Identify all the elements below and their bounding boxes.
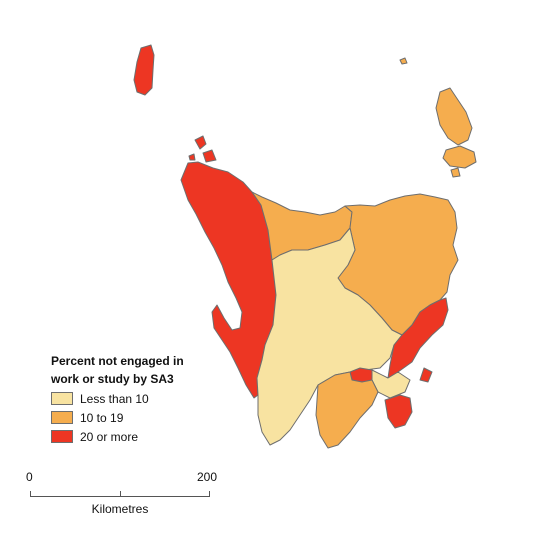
legend-swatch-less-than-10 (51, 392, 73, 405)
legend: Percent not engaged in work or study by … (51, 352, 251, 445)
legend-item: 20 or more (51, 428, 251, 445)
region-flinders-island (435, 87, 473, 146)
region-huon (315, 371, 379, 449)
region-islet-ne-2 (399, 57, 408, 65)
scale-tick-label-start: 0 (26, 470, 33, 484)
scale-unit-label: Kilometres (91, 502, 149, 516)
legend-item: Less than 10 (51, 390, 251, 407)
legend-swatch-20-or-more (51, 430, 73, 443)
legend-label: Less than 10 (80, 391, 149, 406)
region-tasman-peninsula (419, 367, 433, 383)
scale-bar: 0 200 Kilometres (20, 470, 230, 520)
scale-tick-label-end: 200 (197, 470, 218, 484)
legend-title-line2: work or study by SA3 (51, 372, 174, 386)
legend-title-line1: Percent not engaged in (51, 354, 184, 368)
region-islet-ne (450, 167, 461, 178)
legend-label: 20 or more (80, 429, 139, 444)
legend-label: 10 to 19 (80, 410, 124, 425)
region-nw-islet-3 (188, 153, 196, 161)
legend-swatch-10-to-19 (51, 411, 73, 424)
scale-tick (30, 491, 31, 497)
scale-tick (120, 491, 121, 497)
legend-item: 10 to 19 (51, 409, 251, 426)
region-south-east (384, 394, 413, 429)
region-king-island (133, 44, 155, 96)
region-cape-barren (442, 145, 477, 169)
region-nw-islet (194, 135, 207, 150)
region-west-coast (180, 161, 277, 399)
scale-tick (209, 491, 210, 497)
region-nw-islet-2 (202, 149, 217, 163)
